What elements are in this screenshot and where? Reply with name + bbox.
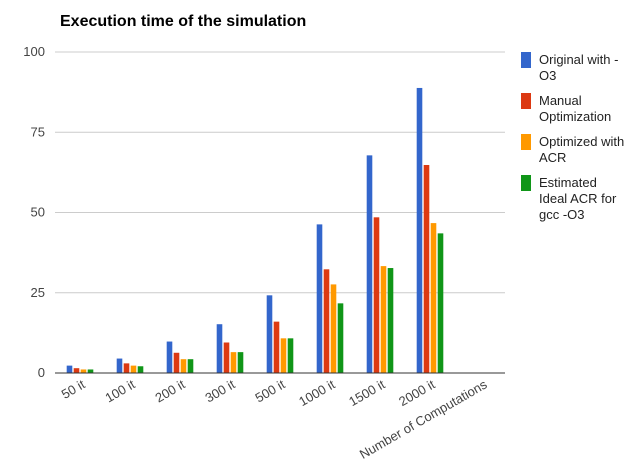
bar	[116, 358, 123, 373]
bar	[430, 223, 437, 373]
x-tick-label: 100 it	[102, 376, 137, 405]
x-tick-label: 200 it	[152, 376, 187, 405]
bar	[130, 365, 137, 373]
x-tick-label: 1000 it	[296, 376, 338, 409]
legend-label: gcc -O3	[539, 207, 585, 222]
bars	[66, 87, 444, 374]
bar	[73, 368, 80, 373]
bar	[223, 342, 230, 373]
legend-swatch	[521, 52, 531, 68]
grid-lines	[55, 51, 505, 294]
bar	[373, 217, 380, 373]
bar	[237, 352, 244, 373]
bar	[180, 359, 187, 373]
y-tick-label: 0	[38, 365, 45, 380]
bar	[280, 338, 287, 373]
x-tick-label: 50 it	[59, 376, 88, 401]
bar	[166, 341, 173, 373]
legend-swatch	[521, 134, 531, 150]
bar	[437, 233, 444, 373]
legend-label: Manual	[539, 93, 582, 108]
x-tick-label: 300 it	[202, 376, 237, 405]
legend-label: Optimized with	[539, 134, 624, 149]
x-tick-label: 2000 it	[396, 376, 438, 409]
bar	[266, 295, 273, 373]
bar	[416, 87, 423, 374]
bar	[366, 155, 373, 373]
y-tick-label: 75	[31, 124, 45, 139]
bar	[330, 284, 337, 373]
x-tick-label: 500 it	[252, 376, 287, 405]
x-axis-ticks: 50 it 100 it 200 it 300 it 500 it 1000 it 1500…	[59, 376, 438, 409]
bar	[187, 359, 194, 373]
bar	[316, 224, 323, 373]
bar	[216, 324, 223, 373]
bar	[230, 352, 237, 373]
y-tick-label: 25	[31, 285, 45, 300]
legend-label: Optimization	[539, 109, 611, 124]
legend-label: Estimated	[539, 175, 597, 190]
bar	[123, 363, 130, 373]
bar	[87, 369, 94, 373]
legend-label: Ideal ACR for	[539, 191, 617, 206]
bar	[323, 269, 330, 373]
bar	[173, 352, 180, 373]
legend-label: O3	[539, 68, 556, 83]
bar	[273, 321, 280, 373]
bar	[423, 164, 430, 373]
legend-swatch	[521, 175, 531, 191]
bar	[380, 266, 387, 373]
y-axis-ticks: 0 25 50 75 100	[23, 44, 45, 380]
legend-label: Original with -	[539, 52, 618, 67]
legend-swatch	[521, 93, 531, 109]
bar	[66, 365, 73, 373]
legend-label: ACR	[539, 150, 566, 165]
bar	[80, 369, 87, 373]
x-tick-label: 1500 it	[346, 376, 388, 409]
chart-title: Execution time of the simulation	[60, 13, 306, 30]
y-tick-label: 100	[23, 44, 45, 59]
bar	[387, 268, 394, 373]
bar	[137, 366, 144, 373]
bar	[287, 338, 294, 373]
bar	[337, 303, 344, 373]
y-tick-label: 50	[31, 205, 45, 220]
